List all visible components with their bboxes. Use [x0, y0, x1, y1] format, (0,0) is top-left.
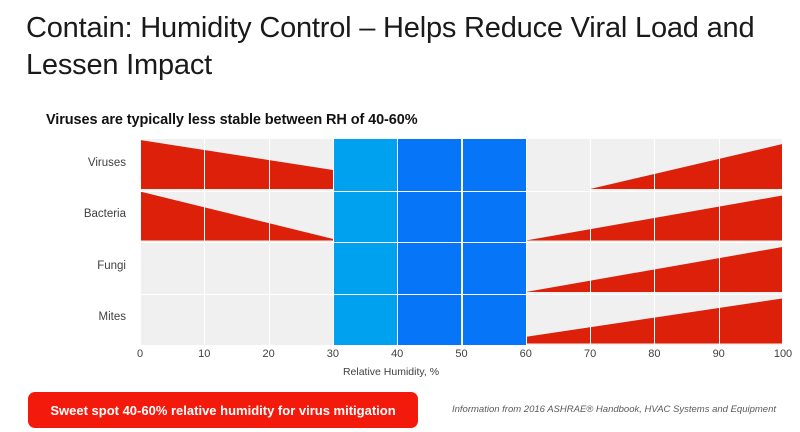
x-tick-label: 50: [455, 348, 468, 360]
x-tick-label: 80: [648, 348, 661, 360]
x-tick-label: 100: [773, 348, 793, 360]
x-tick-label: 30: [326, 348, 340, 360]
humidity-chart: Viruses Bacteria Fungi Mites 0 10 20 30 40 50 60 7…: [0, 130, 800, 390]
category-label-bacteria: Bacteria: [83, 208, 126, 221]
wedge-mites-right: [480, 298, 783, 344]
page-title: Contain: Humidity Control – Helps Reduce…: [26, 12, 755, 81]
x-tick-label: 40: [391, 348, 404, 360]
category-axis: Viruses Bacteria Fungi Mites: [0, 139, 134, 345]
gridline-horizontal: [140, 190, 783, 192]
chart-subtitle: Viruses are typically less stable betwee…: [46, 112, 418, 128]
x-tick-label: 70: [583, 348, 597, 360]
x-axis-title: Relative Humidity, %: [0, 366, 800, 378]
category-label-fungi: Fungi: [97, 259, 126, 272]
x-axis-ticks: 0 10 20 30 40 50 60 70 80 90 100: [0, 348, 800, 364]
x-tick-label: 60: [519, 348, 532, 360]
chart-plot-area: [140, 139, 783, 345]
category-label-viruses: Viruses: [87, 156, 126, 169]
wedge-viruses-right: [590, 143, 783, 189]
gridline-horizontal: [140, 293, 783, 295]
source-attribution: Information from 2016 ASHRAE® Handbook, …: [452, 404, 776, 415]
wedge-bacteria-left: [140, 191, 340, 241]
x-tick-label: 20: [262, 348, 275, 360]
x-tick-label: 90: [712, 348, 725, 360]
gridline-horizontal: [140, 242, 783, 243]
category-label-mites: Mites: [98, 311, 126, 324]
x-tick-label: 0: [136, 348, 144, 360]
x-tick-label: 10: [198, 348, 211, 360]
x-axis-title-label: Relative Humidity, %: [342, 366, 440, 378]
sweet-spot-callout: Sweet spot 40-60% relative humidity for …: [28, 392, 418, 428]
